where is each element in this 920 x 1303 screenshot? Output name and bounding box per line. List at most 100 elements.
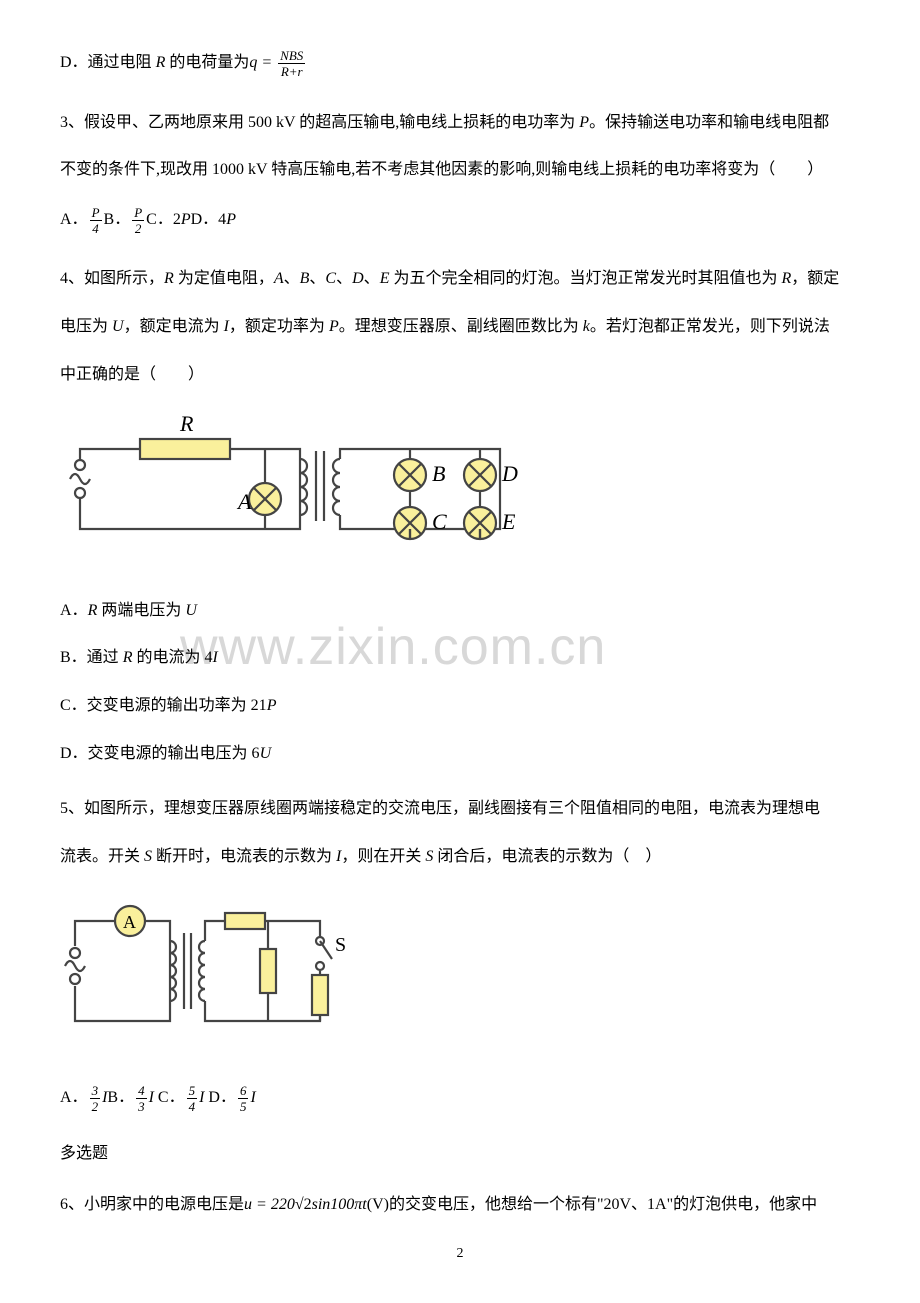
q4-t5: ，额定 bbox=[791, 270, 839, 287]
q5-line2: 流表。开关 S 断开时，电流表的示数为 I，则在开关 S 闭合后，电流表的示数为… bbox=[60, 836, 860, 878]
q5-optC: C． bbox=[154, 1089, 185, 1106]
q4-t4: 为五个完全相同的灯泡。当灯泡正常发光时其阻值也为 bbox=[389, 270, 781, 287]
q6-unit: (V) bbox=[367, 1196, 389, 1213]
q4-optC-t: C．交变电源的输出功率为 21 bbox=[60, 697, 267, 714]
q3-optA-den: 4 bbox=[90, 221, 102, 235]
q3-optC-v: P bbox=[181, 211, 191, 228]
q5-optA-f: 32 bbox=[90, 1084, 101, 1113]
q4-fig-R: R bbox=[179, 411, 194, 436]
q2d-frac-den: R+r bbox=[278, 64, 305, 78]
q5-optA-d: 2 bbox=[90, 1099, 101, 1113]
q5-optD-I: I bbox=[250, 1089, 255, 1106]
q5-optA-n: 3 bbox=[90, 1084, 101, 1099]
q2-option-d: D．通过电阻 R 的电荷量为q = NBS R+r bbox=[60, 42, 860, 84]
q2d-mid: 的电荷量为 bbox=[165, 54, 249, 71]
q4-t6: 电压为 bbox=[60, 318, 112, 335]
q3-ta: 假设甲、乙两地原来用 500 kV 的超高压输电,输电线上损耗的电功率为 bbox=[84, 114, 579, 131]
q5-fig-A: A bbox=[123, 912, 136, 932]
q4-circuit-svg: R A B C D E bbox=[60, 409, 530, 559]
q4-t7: ，额定电流为 bbox=[124, 318, 224, 335]
q4-optA-mid: 两端电压为 bbox=[97, 602, 185, 619]
q2d-frac: NBS R+r bbox=[278, 49, 305, 78]
q5-opts: A．32IB．43I C．54I D．65I bbox=[60, 1077, 860, 1119]
q4-t8: ，额定功率为 bbox=[229, 318, 329, 335]
q5-S1: S bbox=[144, 848, 152, 865]
q4-optD-t: D．交变电源的输出电压为 6 bbox=[60, 745, 260, 762]
q5-optA: A． bbox=[60, 1089, 88, 1106]
page-content: D．通过电阻 R 的电荷量为q = NBS R+r 3、假设甲、乙两地原来用 5… bbox=[60, 42, 860, 1272]
q4-t2: 为定值电阻， bbox=[174, 270, 274, 287]
q6-sqrt: √2 bbox=[295, 1196, 312, 1213]
q4-R: R bbox=[164, 270, 174, 287]
q4-R2: R bbox=[781, 270, 791, 287]
q4-optA: A．R 两端电压为 U bbox=[60, 590, 860, 632]
q4-line3: 中正确的是（ ） bbox=[60, 354, 860, 396]
q3-optD: D．4 bbox=[191, 211, 227, 228]
q4-U: U bbox=[112, 318, 124, 335]
q4-optC-P: P bbox=[267, 697, 277, 714]
q6-u: u = 220 bbox=[244, 1196, 295, 1213]
q5-optC-f: 54 bbox=[187, 1084, 198, 1113]
q3-optA: A． bbox=[60, 211, 88, 228]
q4-num: 4、 bbox=[60, 270, 84, 287]
q3-optB-den: 2 bbox=[132, 221, 144, 235]
q4-optB-R: R bbox=[123, 649, 133, 666]
q4-k: k bbox=[583, 318, 590, 335]
q5-figure: A S bbox=[60, 891, 860, 1063]
q3-optB-frac: P2 bbox=[132, 206, 144, 235]
q5-t5: 闭合后，电流表的示数为（ ） bbox=[433, 848, 661, 865]
q4-optD-U: U bbox=[260, 745, 272, 762]
q6-t2: 的交变电压，他想给一个标有"20V、1A"的灯泡供电，他家中 bbox=[389, 1196, 817, 1213]
q4-t10: 。若灯泡都正常发光，则下列说法 bbox=[590, 318, 830, 335]
q3-P: P bbox=[579, 114, 589, 131]
q2d-frac-num: NBS bbox=[278, 49, 305, 64]
q4-fig-E: E bbox=[501, 509, 516, 534]
q4-A: A bbox=[274, 270, 284, 287]
q4-c3: 、 bbox=[336, 270, 352, 287]
q4-C: C bbox=[325, 270, 336, 287]
q3-optB-num: P bbox=[132, 206, 144, 221]
q4-line2: 电压为 U，额定电流为 I，额定功率为 P。理想变压器原、副线圈匝数比为 k。若… bbox=[60, 306, 860, 348]
q6-t1: 小明家中的电源电压是 bbox=[84, 1196, 244, 1213]
q5-t4: ，则在开关 bbox=[341, 848, 425, 865]
q4-fig-A: A bbox=[236, 489, 252, 514]
multi-heading-text: 多选题 bbox=[60, 1145, 108, 1162]
q4-optC: C．交变电源的输出功率为 21P bbox=[60, 685, 860, 727]
q4-c2: 、 bbox=[309, 270, 325, 287]
q2d-pre: D．通过电阻 bbox=[60, 54, 156, 71]
q4-P: P bbox=[329, 318, 339, 335]
q4-optA-U: U bbox=[185, 602, 197, 619]
q4-c4: 、 bbox=[364, 270, 380, 287]
q4-optB-mid: 的电流为 4 bbox=[132, 649, 212, 666]
q4-optA-R: R bbox=[88, 602, 98, 619]
q4-optA-pre: A． bbox=[60, 602, 88, 619]
q4-t11: 中正确的是（ ） bbox=[60, 366, 204, 383]
q3-line1: 3、假设甲、乙两地原来用 500 kV 的超高压输电,输电线上损耗的电功率为 P… bbox=[60, 102, 860, 144]
q5-optD-d: 5 bbox=[238, 1099, 249, 1113]
q6-num: 6、 bbox=[60, 1196, 84, 1213]
q6-sin: sin100πt bbox=[312, 1196, 367, 1213]
q5-t2: 流表。开关 bbox=[60, 848, 144, 865]
q5-optB: B． bbox=[107, 1089, 134, 1106]
q4-c1: 、 bbox=[284, 270, 300, 287]
q3-line2: 不变的条件下,现改用 1000 kV 特高压输电,若不考虑其他因素的影响,则输电… bbox=[60, 149, 860, 191]
q5-fig-S: S bbox=[335, 934, 346, 956]
q3-optC: C．2 bbox=[146, 211, 181, 228]
q3-tb: 。保持输送电功率和输电线电阻都 bbox=[589, 114, 829, 131]
q4-line1: 4、如图所示，R 为定值电阻，A、B、C、D、E 为五个完全相同的灯泡。当灯泡正… bbox=[60, 258, 860, 300]
q4-fig-D: D bbox=[501, 461, 518, 486]
q3-optA-num: P bbox=[90, 206, 102, 221]
q5-optC-n: 5 bbox=[187, 1084, 198, 1099]
q3-optA-frac: P4 bbox=[90, 206, 102, 235]
q4-optB-pre: B．通过 bbox=[60, 649, 123, 666]
q4-fig-B: B bbox=[432, 461, 445, 486]
q5-line1: 5、如图所示，理想变压器原线圈两端接稳定的交流电压，副线圈接有三个阻值相同的电阻… bbox=[60, 788, 860, 830]
q4-fig-C: C bbox=[432, 509, 447, 534]
q5-t3: 断开时，电流表的示数为 bbox=[152, 848, 336, 865]
q5-optB-n: 4 bbox=[136, 1084, 147, 1099]
q2d-R: R bbox=[156, 54, 166, 71]
q4-t9: 。理想变压器原、副线圈匝数比为 bbox=[339, 318, 583, 335]
q4-E: E bbox=[380, 270, 390, 287]
q5-optB-f: 43 bbox=[136, 1084, 147, 1113]
q2d-qeq: q = bbox=[249, 54, 272, 71]
